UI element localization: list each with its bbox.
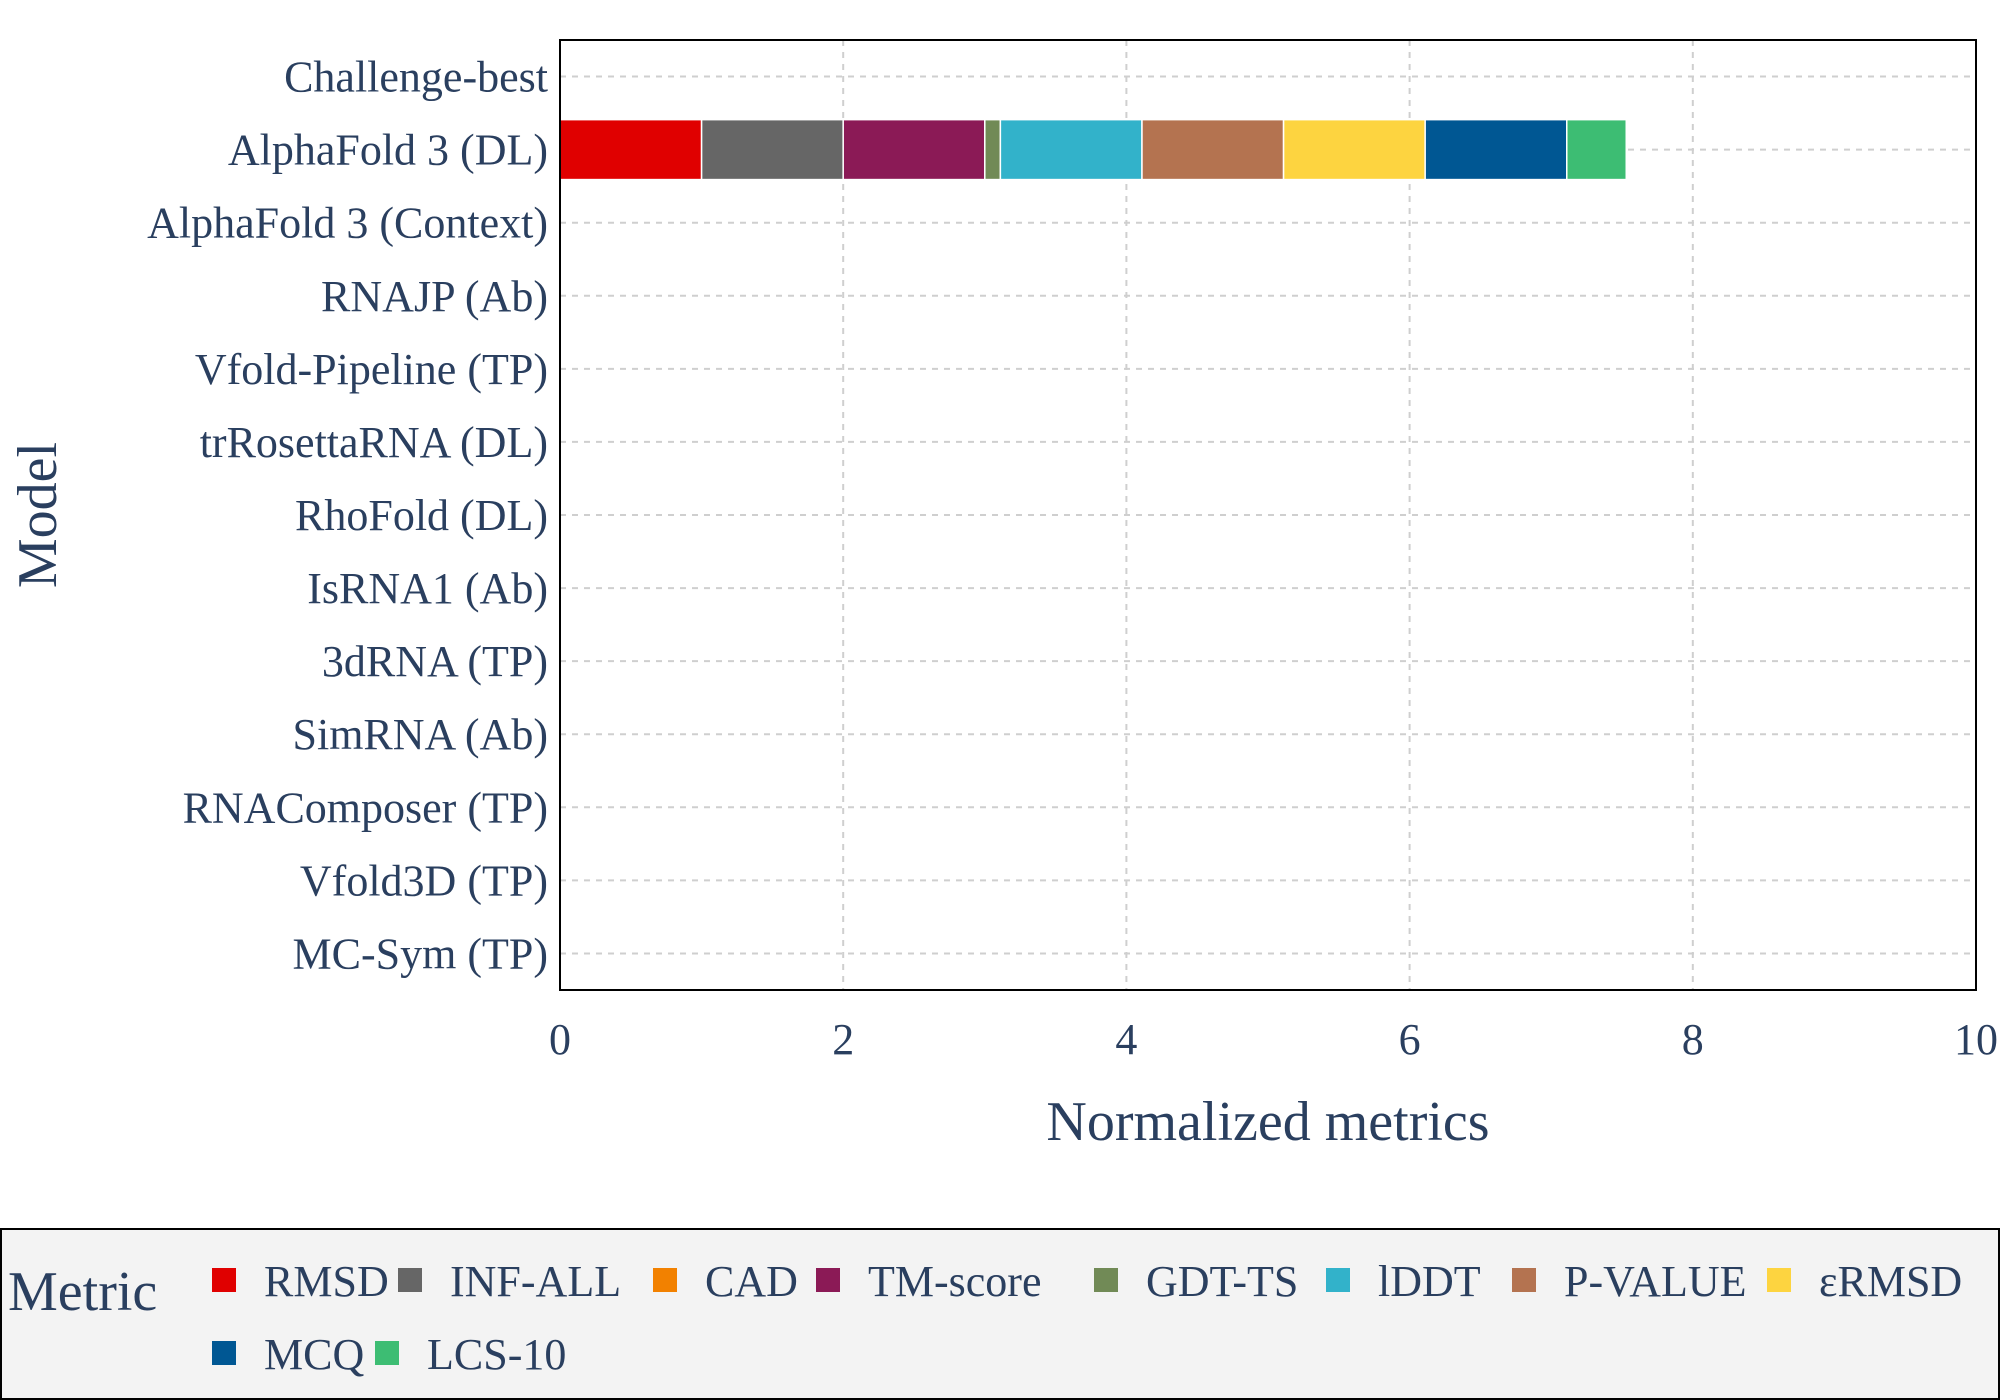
y-tick-label: Vfold-Pipeline (TP) — [195, 345, 548, 394]
y-tick-label: MC-Sym (TP) — [293, 929, 548, 978]
legend-label: εRMSD — [1819, 1257, 1962, 1306]
legend-label: lDDT — [1378, 1257, 1481, 1306]
bar-segment — [999, 118, 1143, 181]
legend-swatch — [212, 1341, 236, 1365]
legend-swatch — [375, 1341, 399, 1365]
legend-label: TM-score — [868, 1257, 1042, 1306]
x-tick-label: 6 — [1399, 1015, 1421, 1064]
legend-label: CAD — [705, 1257, 798, 1306]
y-tick-label: SimRNA (Ab) — [293, 710, 548, 759]
y-tick-label: 3dRNA (TP) — [322, 637, 548, 686]
legend-label: INF-ALL — [450, 1257, 621, 1306]
legend-title: Metric — [8, 1261, 157, 1323]
grid-lines — [560, 40, 1976, 990]
y-tick-labels: Challenge-best AlphaFold 3 (DL) AlphaFold … — [147, 53, 548, 979]
y-tick-label: RNAComposer (TP) — [183, 783, 548, 832]
x-axis-title: Normalized metrics — [1046, 1091, 1489, 1153]
bar-segment — [1566, 118, 1627, 181]
bar-segment — [700, 118, 844, 181]
y-tick-label: IsRNA1 (Ab) — [307, 564, 548, 613]
bar-segment — [984, 118, 1002, 181]
x-tick-label: 8 — [1682, 1015, 1704, 1064]
x-tick-label: 4 — [1115, 1015, 1137, 1064]
y-tick-label: AlphaFold 3 (DL) — [228, 126, 548, 175]
legend-box — [0, 1228, 2000, 1400]
legend: Metric RMSD INF-ALL CAD TM-score GDT-TS lDDT P… — [0, 1228, 2000, 1400]
legend-label: MCQ — [264, 1330, 364, 1379]
y-tick-label: trRosettaRNA (DL) — [200, 418, 548, 467]
bars — [559, 118, 1627, 181]
legend-items: RMSD INF-ALL CAD TM-score GDT-TS lDDT P-VALUE ε… — [212, 1257, 1962, 1379]
bar-segment — [1282, 118, 1426, 181]
legend-label: P-VALUE — [1564, 1257, 1747, 1306]
legend-swatch — [1767, 1268, 1791, 1292]
bar-segment — [559, 118, 703, 181]
legend-swatch — [816, 1268, 840, 1292]
legend-swatch — [1512, 1268, 1536, 1292]
bar-segment — [842, 118, 986, 181]
y-tick-label: RNAJP (Ab) — [321, 272, 548, 321]
plot-frame — [559, 39, 1977, 991]
x-tick-label: 2 — [832, 1015, 854, 1064]
legend-swatch — [398, 1268, 422, 1292]
y-axis-title: Model — [7, 442, 69, 588]
bar-segment — [1424, 118, 1568, 181]
legend-label: RMSD — [264, 1257, 389, 1306]
legend-swatch — [653, 1268, 677, 1292]
y-tick-label: Vfold3D (TP) — [300, 856, 548, 905]
legend-swatch — [1326, 1268, 1350, 1292]
y-tick-label: RhoFold (DL) — [295, 491, 548, 540]
y-tick-label: AlphaFold 3 (Context) — [147, 199, 548, 248]
legend-swatch — [212, 1268, 236, 1292]
x-tick-labels: 0 2 4 6 8 10 — [549, 1015, 1998, 1064]
legend-label: GDT-TS — [1146, 1257, 1298, 1306]
legend-swatch — [1094, 1268, 1118, 1292]
legend-label: LCS-10 — [427, 1330, 566, 1379]
x-tick-label: 10 — [1954, 1015, 1998, 1064]
y-tick-label: Challenge-best — [284, 53, 548, 102]
x-tick-label: 0 — [549, 1015, 571, 1064]
bar-segment — [1141, 118, 1285, 181]
